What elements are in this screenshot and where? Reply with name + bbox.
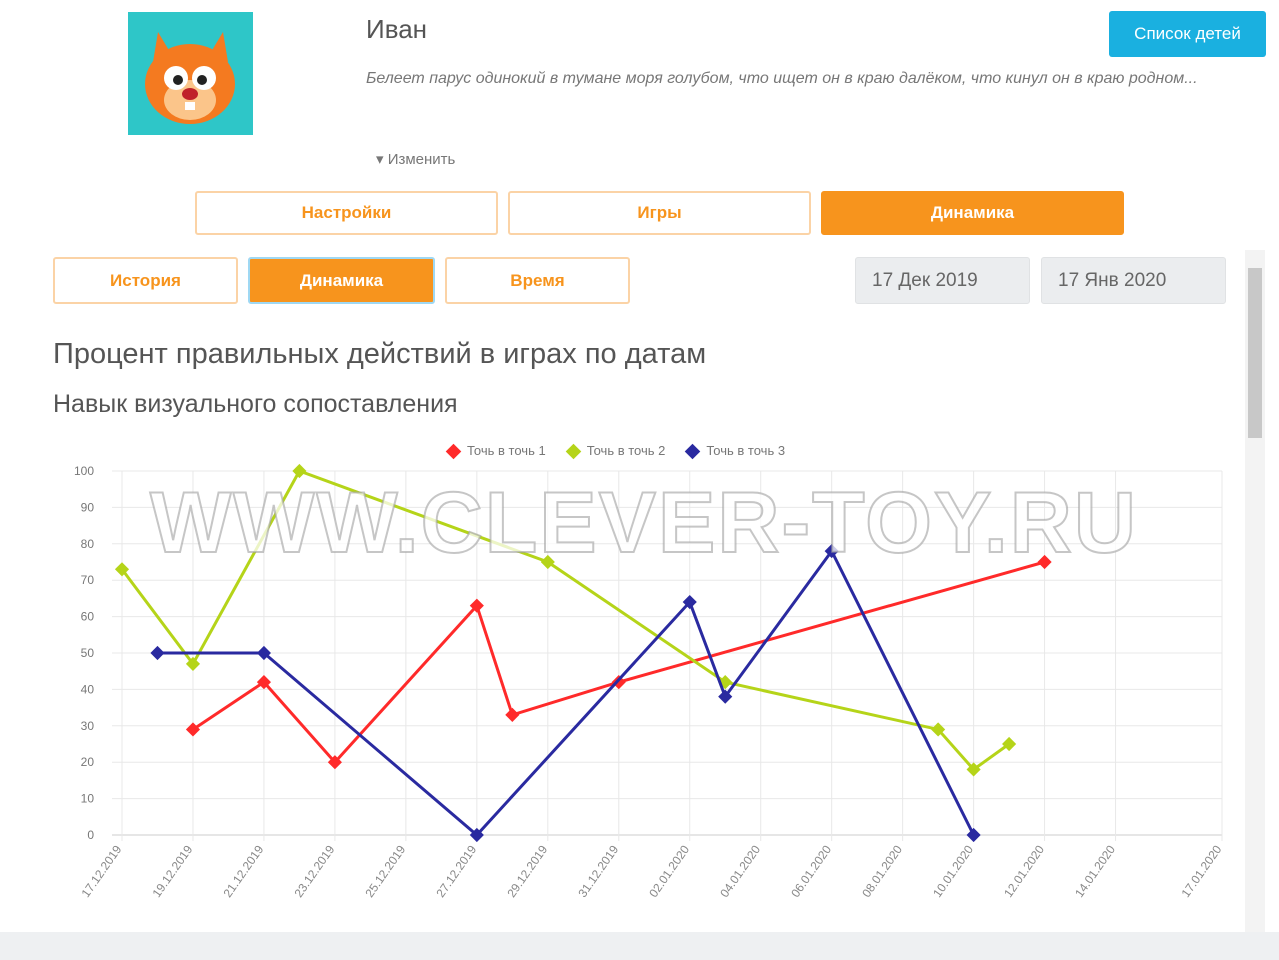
x-tick-label: 17.12.2019 — [79, 842, 125, 899]
tab-settings[interactable]: Настройки — [195, 191, 498, 235]
data-point — [505, 707, 520, 722]
y-tick-label: 30 — [81, 719, 95, 733]
data-point — [185, 656, 201, 671]
x-tick-label: 19.12.2019 — [150, 842, 196, 899]
y-tick-label: 50 — [81, 646, 95, 660]
y-tick-label: 20 — [81, 755, 95, 769]
data-point — [682, 594, 697, 610]
tab-dynamics[interactable]: Динамика — [821, 191, 1124, 235]
data-point — [185, 722, 201, 737]
child-name: Иван — [366, 14, 428, 44]
x-tick-label: 06.01.2020 — [788, 842, 834, 899]
footer-bar — [0, 932, 1279, 960]
date-to-input[interactable]: 17 Янв 2020 — [1041, 257, 1226, 304]
chart-title: Процент правильных действий в играх по д… — [53, 338, 707, 370]
data-point — [469, 598, 484, 613]
legend-item[interactable]: Точь в точь 1 — [445, 443, 546, 460]
x-tick-label: 27.12.2019 — [433, 842, 479, 899]
data-point — [327, 755, 342, 770]
data-point — [931, 722, 946, 737]
data-point — [718, 689, 733, 704]
data-point — [966, 827, 981, 843]
y-tick-label: 40 — [81, 682, 95, 696]
x-tick-label: 23.12.2019 — [291, 842, 337, 899]
child-bio: Белеет парус одинокий в тумане моря голу… — [366, 70, 1198, 87]
data-point — [469, 827, 484, 843]
data-point — [1037, 554, 1052, 570]
y-tick-label: 10 — [81, 792, 95, 806]
data-point — [540, 554, 555, 570]
y-tick-label: 100 — [74, 464, 94, 478]
scrollbar-thumb[interactable] — [1248, 268, 1262, 438]
legend-item[interactable]: Точь в точь 3 — [685, 443, 786, 460]
kids-list-button[interactable]: Список детей — [1109, 11, 1266, 57]
series-line — [157, 548, 975, 838]
y-tick-label: 90 — [81, 500, 95, 514]
squirrel-avatar-icon — [145, 32, 235, 124]
x-tick-label: 17.01.2020 — [1179, 842, 1225, 899]
data-point — [256, 645, 272, 661]
subtab-time[interactable]: Время — [445, 257, 630, 304]
x-tick-label: 21.12.2019 — [220, 842, 266, 899]
chart-legend: Точь в точь 1 Точь в точь 2 Точь в точь … — [445, 443, 786, 460]
data-point — [1002, 736, 1017, 752]
data-point — [824, 544, 839, 559]
date-from-input[interactable]: 17 Дек 2019 — [855, 257, 1030, 304]
y-tick-label: 60 — [81, 610, 95, 624]
legend-label: Точь в точь 1 — [467, 443, 546, 458]
x-tick-label: 12.01.2020 — [1001, 842, 1047, 899]
chart-subtitle: Навык визуального сопоставления — [53, 390, 458, 418]
data-point — [292, 463, 307, 479]
legend-label: Точь в точь 3 — [706, 443, 786, 458]
x-tick-label: 10.01.2020 — [930, 842, 976, 899]
x-tick-label: 04.01.2020 — [717, 842, 763, 899]
data-point — [114, 562, 130, 577]
x-tick-label: 14.01.2020 — [1072, 842, 1118, 899]
x-tick-label: 25.12.2019 — [362, 842, 408, 899]
subtab-dynamics[interactable]: Динамика — [248, 257, 435, 304]
tab-games[interactable]: Игры — [508, 191, 811, 235]
data-point — [966, 762, 981, 777]
data-point — [256, 675, 272, 690]
legend-label: Точь в точь 2 — [586, 443, 666, 458]
y-tick-label: 0 — [87, 828, 94, 842]
y-tick-label: 80 — [81, 537, 95, 551]
avatar — [128, 12, 253, 135]
legend-item[interactable]: Точь в точь 2 — [565, 443, 666, 460]
y-tick-label: 70 — [81, 573, 95, 587]
x-tick-label: 31.12.2019 — [575, 842, 621, 899]
subtab-history[interactable]: История — [53, 257, 238, 304]
edit-link[interactable]: ▾ Изменить — [376, 151, 456, 168]
x-tick-label: 02.01.2020 — [646, 842, 692, 899]
x-tick-label: 08.01.2020 — [859, 842, 905, 899]
series-line — [120, 469, 1010, 772]
data-point — [150, 645, 165, 661]
line-chart: 0 10 20 30 40 50 60 70 80 90 100 17.12.2019 19.12.20… — [74, 463, 1225, 900]
x-tick-label: 29.12.2019 — [504, 842, 550, 899]
